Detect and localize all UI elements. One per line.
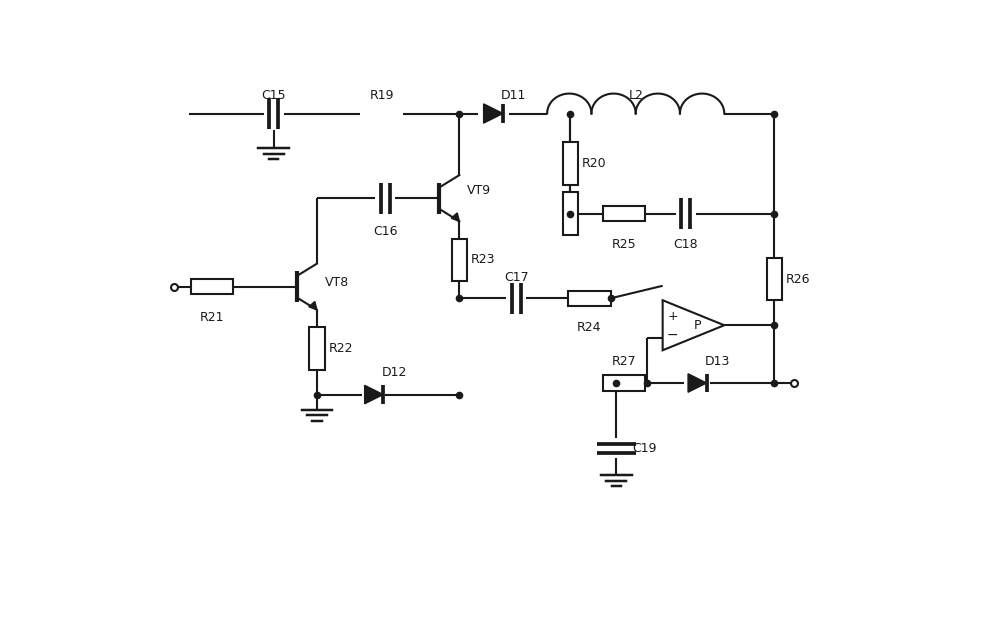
Text: C18: C18 [673, 238, 698, 251]
Text: R22: R22 [328, 342, 353, 355]
Text: D12: D12 [382, 366, 407, 379]
Text: +: + [667, 309, 678, 322]
Text: C17: C17 [504, 271, 529, 284]
Text: P: P [694, 319, 701, 332]
Bar [603, 375, 645, 391]
Polygon shape [365, 385, 383, 404]
Bar [563, 192, 578, 235]
Polygon shape [484, 104, 503, 123]
Text: R23: R23 [471, 253, 495, 266]
Polygon shape [451, 213, 459, 221]
Text: C19: C19 [632, 442, 656, 455]
Polygon shape [688, 374, 707, 392]
Text: VT8: VT8 [325, 276, 349, 289]
Polygon shape [309, 301, 317, 310]
Text: R27: R27 [612, 354, 636, 367]
Text: D13: D13 [705, 354, 730, 367]
Text: −: − [667, 328, 678, 341]
Text: D11: D11 [501, 89, 526, 102]
Text: R25: R25 [612, 238, 636, 251]
Text: R26: R26 [786, 272, 810, 286]
Bar [309, 327, 325, 369]
Bar [452, 239, 467, 281]
Bar [603, 206, 645, 221]
Bar [191, 279, 233, 294]
Text: L2: L2 [628, 89, 643, 102]
Polygon shape [663, 300, 724, 350]
Text: R24: R24 [577, 321, 602, 334]
Bar [767, 258, 782, 300]
Text: VT9: VT9 [467, 184, 491, 197]
Text: C16: C16 [373, 225, 398, 238]
Text: C15: C15 [261, 89, 286, 102]
Text: R20: R20 [582, 157, 606, 170]
Text: R21: R21 [200, 311, 224, 324]
Bar [563, 142, 578, 185]
Bar [568, 291, 611, 306]
Text: R19: R19 [369, 89, 394, 102]
